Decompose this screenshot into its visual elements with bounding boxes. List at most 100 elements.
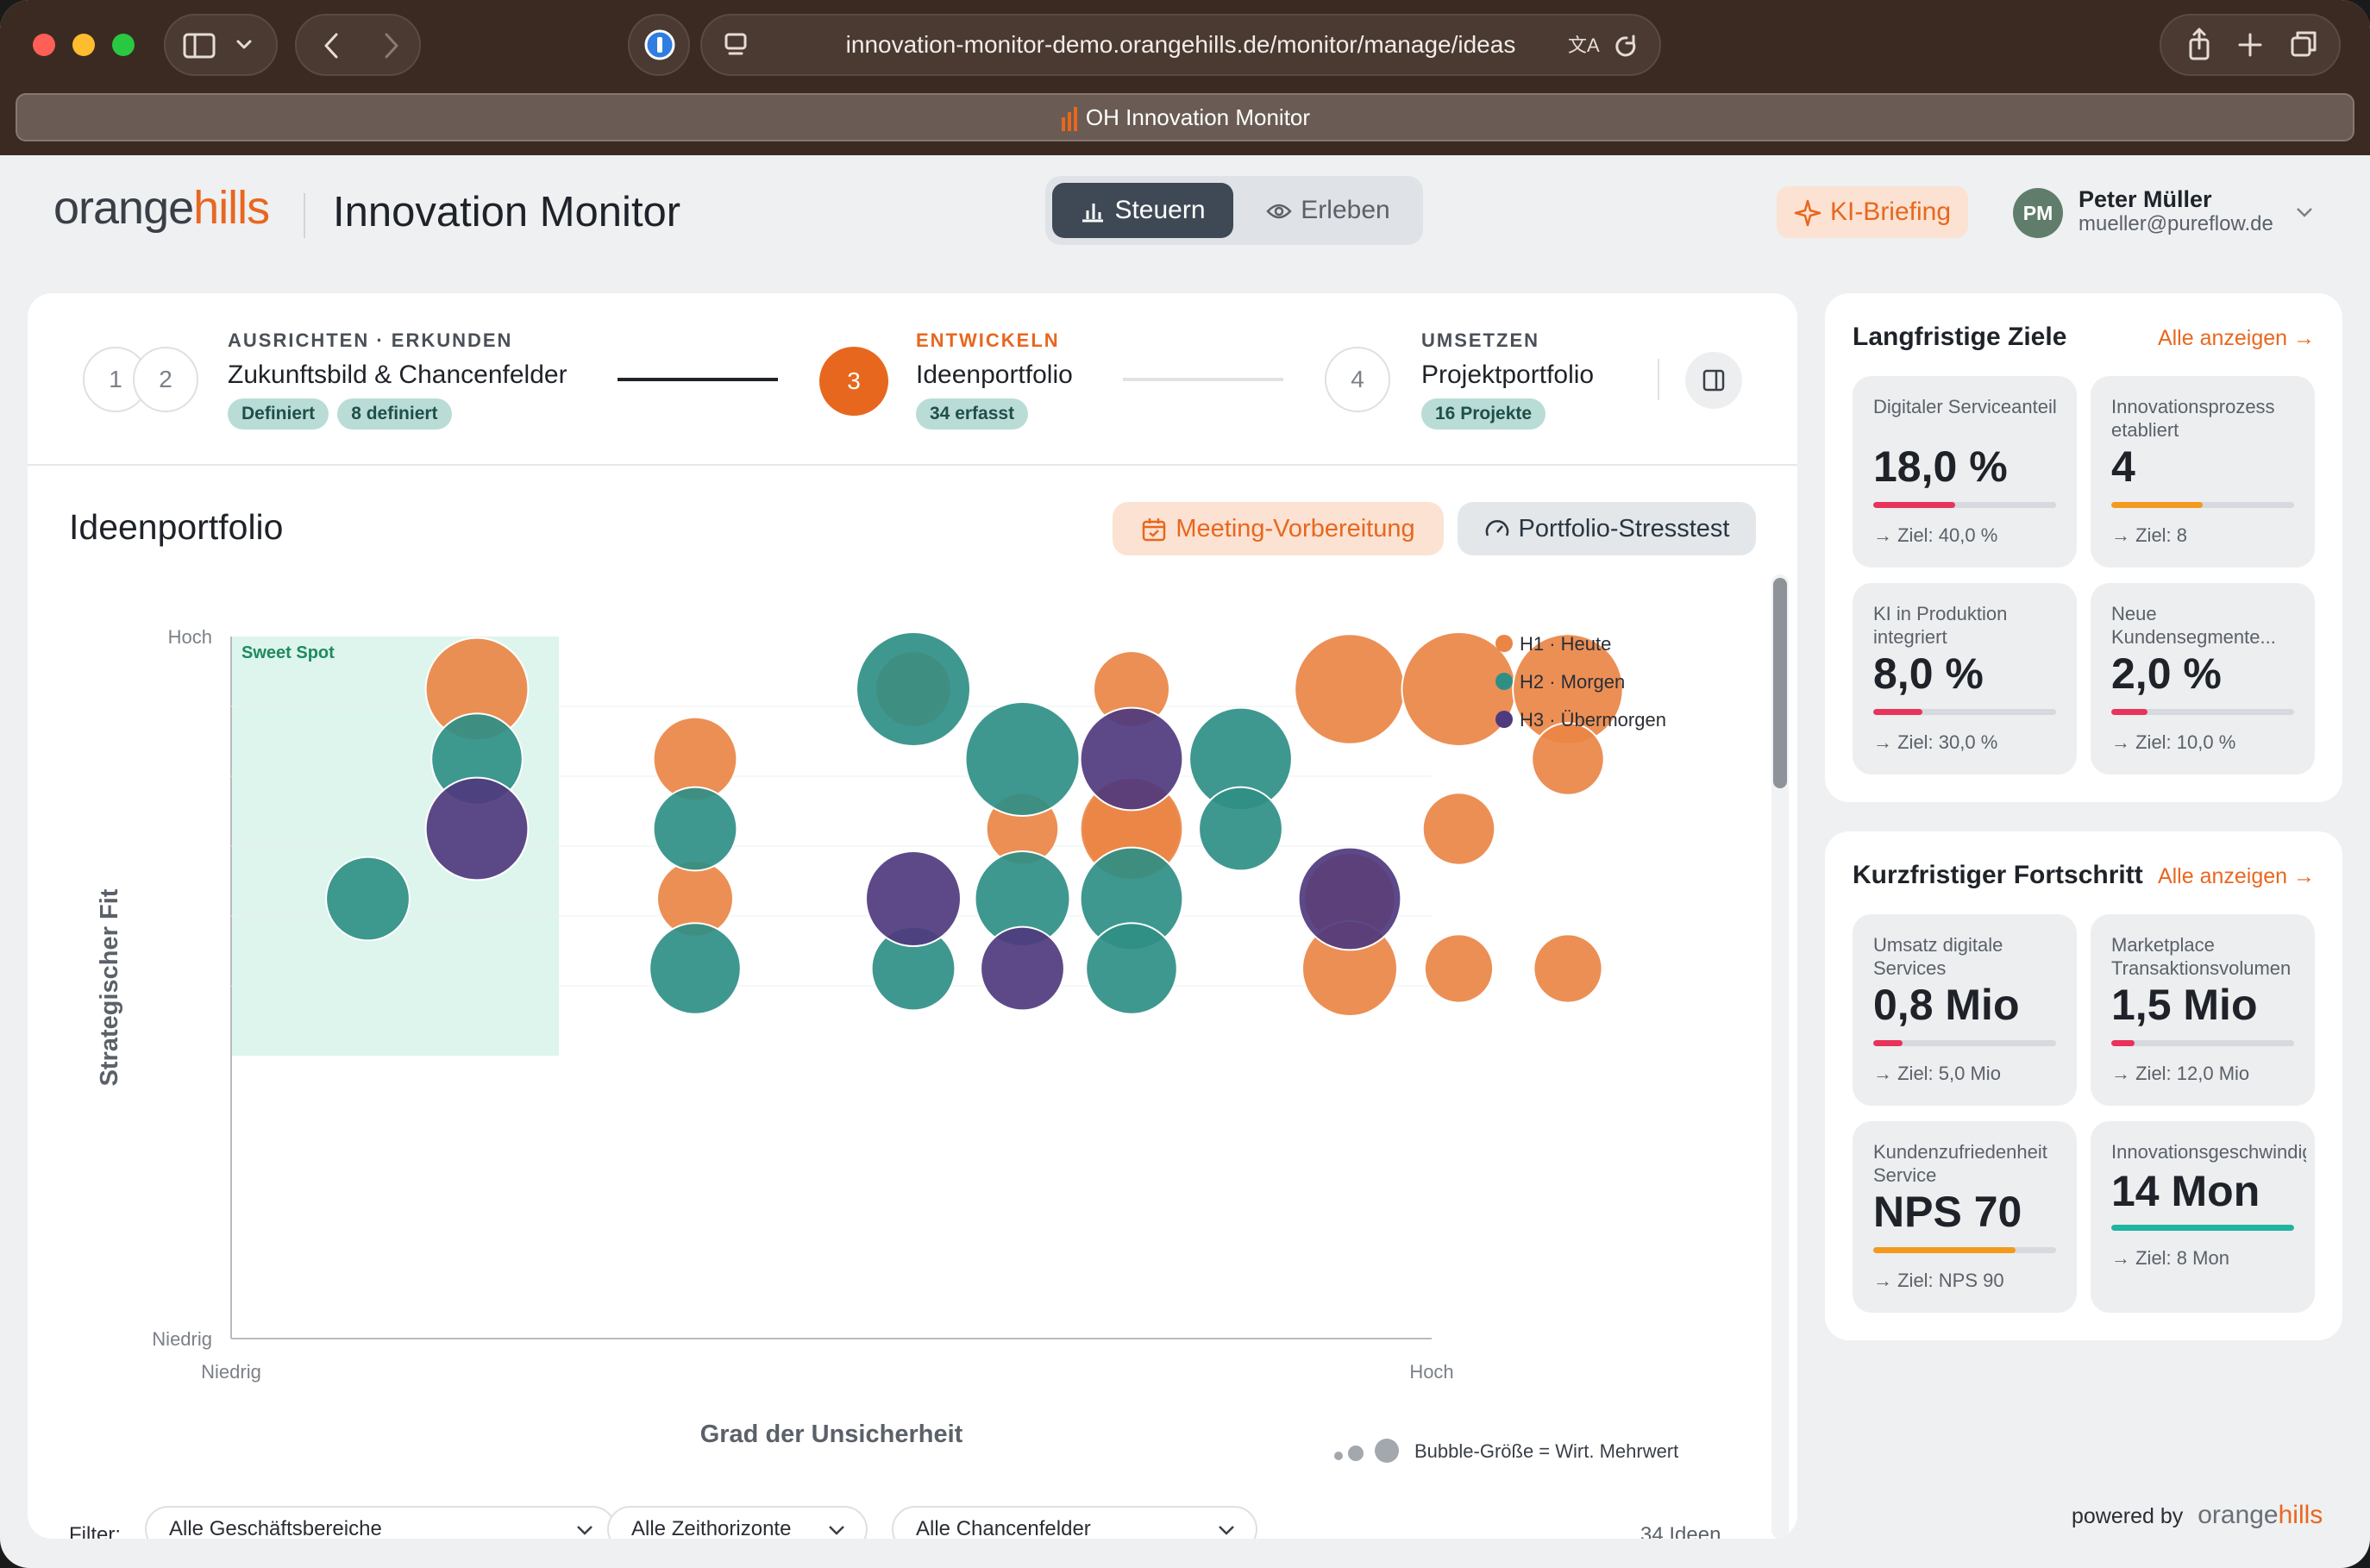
step-3[interactable]: 3 <box>819 347 888 416</box>
step3-title[interactable]: Ideenportfolio <box>916 361 1073 389</box>
idea-bubble-h3[interactable] <box>865 850 962 947</box>
idea-bubble-h2[interactable] <box>652 786 738 872</box>
step-2[interactable]: 2 <box>133 347 198 412</box>
legend-h3[interactable]: H3 · Übermorgen <box>1520 709 1666 731</box>
mode-toggle: Steuern Erleben <box>1045 176 1423 245</box>
scrollbar[interactable] <box>1771 574 1789 1539</box>
kpi-progress-bar <box>1873 1040 2056 1046</box>
password-manager-icon <box>644 29 675 60</box>
close-window-button[interactable] <box>33 34 55 56</box>
maximize-window-button[interactable] <box>112 34 135 56</box>
reload-icon[interactable] <box>1615 34 1636 57</box>
url-bar[interactable]: innovation-monitor-demo.orangehills.de/m… <box>700 14 1661 76</box>
chevron-down-icon[interactable] <box>2294 202 2315 223</box>
kpi-card[interactable]: Innovationsprozess etabliert 4 → Ziel: 8 <box>2091 376 2315 568</box>
sidebar-toggle-button[interactable] <box>164 14 278 76</box>
tabs-overview-icon[interactable] <box>2291 31 2317 57</box>
kpi-label: Kundenzufriedenheit Service <box>1873 1141 2047 1186</box>
scrollbar-thumb[interactable] <box>1773 578 1787 788</box>
kpi-card[interactable]: Marketplace Transaktionsvolumen 1,5 Mio → … <box>2091 914 2315 1106</box>
idea-bubble-h2[interactable] <box>856 631 971 747</box>
idea-bubble-h3[interactable] <box>1297 846 1402 951</box>
stress-test-button[interactable]: Portfolio-Stresstest <box>1458 502 1756 555</box>
toggle-steuern[interactable]: Steuern <box>1052 183 1233 238</box>
kpi-goal: → Ziel: 8 Mon <box>2111 1247 2229 1269</box>
filter-time-horizon[interactable]: Alle Zeithorizonte <box>607 1506 868 1539</box>
kpi-progress-bar <box>2111 709 2294 715</box>
filter-business-area[interactable]: Alle Geschäftsbereiche <box>145 1506 616 1539</box>
step-4[interactable]: 4 <box>1325 347 1390 412</box>
kpi-progress-bar <box>2111 502 2294 508</box>
idea-bubble-h3[interactable] <box>424 776 530 881</box>
meeting-prep-button[interactable]: Meeting-Vorbereitung <box>1113 502 1444 555</box>
divider <box>304 193 305 238</box>
kpi-card[interactable]: Neue Kundensegmente... 2,0 % → Ziel: 10,0 … <box>2091 583 2315 775</box>
kpi-goal: → Ziel: 10,0 % <box>2111 731 2236 753</box>
back-icon[interactable] <box>324 33 338 59</box>
chevron-down-icon <box>1219 1526 1234 1535</box>
url-text: innovation-monitor-demo.orangehills.de/m… <box>845 31 1516 58</box>
kpi-label: Umsatz digitale Services <box>1873 934 2003 979</box>
legend-h2[interactable]: H2 · Morgen <box>1520 671 1625 693</box>
kpi-card[interactable]: Umsatz digitale Services 0,8 Mio → Ziel: 5… <box>1853 914 2077 1106</box>
kpi-card[interactable]: KI in Produktion integriert 8,0 % → Ziel: … <box>1853 583 2077 775</box>
filter-opportunity-fields[interactable]: Alle Chancenfelder <box>892 1506 1257 1539</box>
legend-h2-swatch <box>1495 673 1513 690</box>
long-term-goals-card: Langfristige Ziele Alle anzeigen → Digit… <box>1825 293 2342 802</box>
kpi-card[interactable]: Innovationsgeschwindigkeit 14 Mon → Ziel: … <box>2091 1121 2315 1313</box>
kpi-card[interactable]: Digitaler Serviceanteil 18,0 % → Ziel: 40,… <box>1853 376 2077 568</box>
short-term-show-all-link[interactable]: Alle anzeigen → <box>2157 864 2315 888</box>
step4-title[interactable]: Projektportfolio <box>1421 361 1595 389</box>
idea-bubble-h1[interactable] <box>1531 722 1605 796</box>
idea-bubble-h2[interactable] <box>1198 786 1283 872</box>
step3-label: ENTWICKELN <box>916 329 1060 351</box>
logo[interactable]: orangehills <box>53 182 270 234</box>
kpi-label: Digitaler Serviceanteil <box>1873 396 2057 417</box>
translate-icon[interactable]: 文A <box>1568 34 1600 56</box>
step12-title[interactable]: Zukunftsbild & Chancenfelder <box>228 361 567 389</box>
idea-bubble-h1[interactable] <box>1421 792 1496 866</box>
chevron-down-icon <box>577 1526 592 1535</box>
kpi-card[interactable]: Kundenzufriedenheit Service NPS 70 → Ziel:… <box>1853 1121 2077 1313</box>
step-connector <box>1123 378 1283 381</box>
idea-bubble-h2[interactable] <box>964 701 1081 817</box>
tab-active[interactable]: OH Innovation Monitor <box>16 93 2354 141</box>
sidebar-icon <box>183 33 252 59</box>
idea-bubble-h2[interactable] <box>1085 922 1178 1015</box>
idea-count: 34 Ideen <box>1640 1523 1721 1539</box>
share-icon[interactable] <box>2189 28 2210 60</box>
legend-h3-swatch <box>1495 711 1513 728</box>
idea-bubble-h1[interactable] <box>1294 633 1406 745</box>
idea-bubble-h2[interactable] <box>325 856 411 942</box>
idea-bubble-h3[interactable] <box>980 925 1065 1012</box>
forward-icon[interactable] <box>385 33 398 59</box>
ki-briefing-button[interactable]: KI-Briefing <box>1777 186 1968 238</box>
gauge-icon <box>1485 520 1508 536</box>
toggle-erleben[interactable]: Erleben <box>1240 183 1416 238</box>
kpi-value: NPS 70 <box>1873 1188 2022 1236</box>
password-button[interactable] <box>628 14 690 76</box>
y-axis-label: Strategischer Fit <box>96 888 123 1086</box>
step4-label: UMSETZEN <box>1421 329 1539 351</box>
new-tab-icon[interactable] <box>2238 33 2262 57</box>
panel-toggle-button[interactable] <box>1685 352 1742 409</box>
kpi-value: 1,5 Mio <box>2111 981 2258 1029</box>
browser-toolbar: innovation-monitor-demo.orangehills.de/m… <box>0 0 2370 155</box>
idea-bubble-h1[interactable] <box>1423 933 1495 1004</box>
idea-bubble-h3[interactable] <box>1079 706 1184 812</box>
long-term-show-all-link[interactable]: Alle anzeigen → <box>2157 326 2315 350</box>
step-1[interactable]: 1 <box>83 347 148 412</box>
avatar[interactable]: PM <box>2013 188 2063 238</box>
bubble-chart: Sweet Spot Hoch Niedrig Niedrig Hoch Gra… <box>96 626 1678 1463</box>
minimize-window-button[interactable] <box>72 34 95 56</box>
idea-bubble-h2[interactable] <box>649 922 742 1015</box>
status-badge: Definiert <box>228 398 329 430</box>
idea-bubble-h1[interactable] <box>1533 933 1603 1004</box>
user-email: mueller@pureflow.de <box>2078 212 2273 235</box>
kpi-progress-bar <box>2111 1225 2294 1231</box>
legend-h1[interactable]: H1 · Heute <box>1520 633 1611 655</box>
kpi-label: KI in Produktion integriert <box>1873 603 2008 648</box>
app-logo-icon <box>1061 107 1077 132</box>
count-badge: 8 definiert <box>337 398 452 430</box>
